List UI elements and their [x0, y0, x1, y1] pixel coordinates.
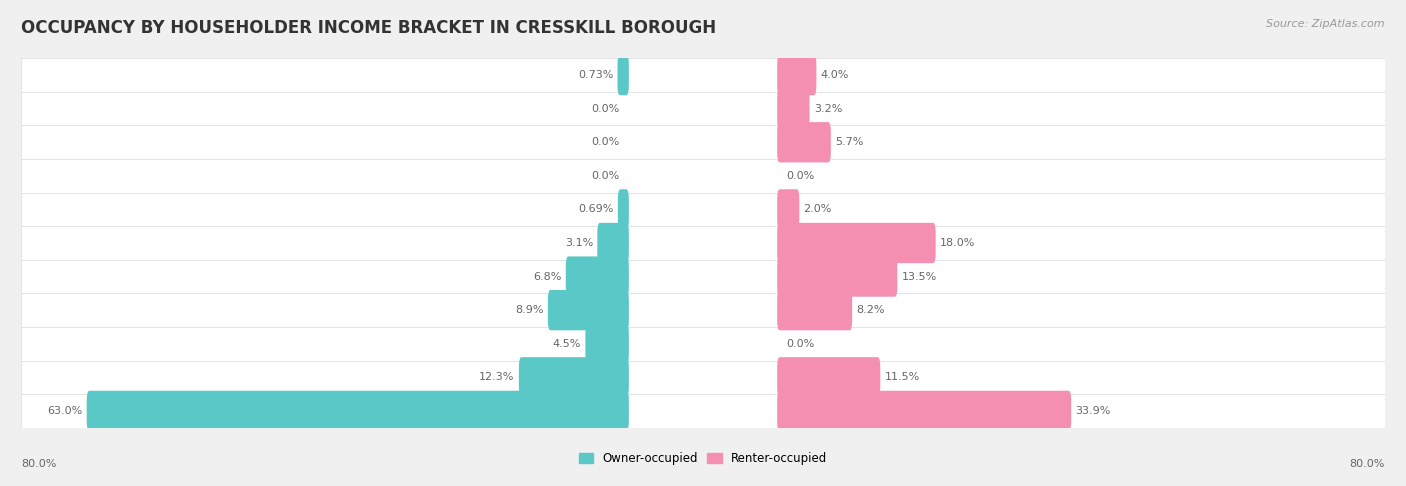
Text: 3.2%: 3.2% [814, 104, 842, 114]
FancyBboxPatch shape [565, 257, 628, 297]
Text: $10,000 to $14,999: $10,000 to $14,999 [655, 135, 751, 149]
Bar [21, 260, 1385, 294]
Text: 0.0%: 0.0% [591, 104, 620, 114]
Text: $50,000 to $74,999: $50,000 to $74,999 [655, 303, 751, 317]
FancyBboxPatch shape [778, 189, 800, 229]
FancyBboxPatch shape [548, 290, 628, 330]
Text: 0.73%: 0.73% [578, 70, 613, 80]
Text: 2.0%: 2.0% [804, 205, 832, 214]
Bar [21, 327, 1385, 361]
Text: $20,000 to $24,999: $20,000 to $24,999 [655, 203, 751, 216]
Text: Less than $5,000: Less than $5,000 [650, 70, 756, 80]
Text: 80.0%: 80.0% [21, 459, 56, 469]
FancyBboxPatch shape [617, 189, 628, 229]
Text: 11.5%: 11.5% [884, 372, 920, 382]
FancyBboxPatch shape [519, 357, 628, 398]
Text: 33.9%: 33.9% [1076, 406, 1111, 416]
Legend: Owner-occupied, Renter-occupied: Owner-occupied, Renter-occupied [574, 447, 832, 470]
FancyBboxPatch shape [778, 257, 897, 297]
FancyBboxPatch shape [778, 391, 1071, 431]
Bar [21, 92, 1385, 125]
FancyBboxPatch shape [778, 223, 936, 263]
Bar [21, 361, 1385, 394]
Text: 80.0%: 80.0% [1350, 459, 1385, 469]
Text: $5,000 to $9,999: $5,000 to $9,999 [662, 102, 744, 116]
Text: $75,000 to $99,999: $75,000 to $99,999 [655, 337, 751, 351]
Text: 8.9%: 8.9% [515, 305, 544, 315]
FancyBboxPatch shape [598, 223, 628, 263]
FancyBboxPatch shape [778, 122, 831, 162]
Bar [21, 159, 1385, 192]
FancyBboxPatch shape [778, 55, 817, 95]
FancyBboxPatch shape [778, 290, 852, 330]
Text: 0.0%: 0.0% [591, 137, 620, 147]
Text: 0.0%: 0.0% [786, 171, 815, 181]
Text: 13.5%: 13.5% [901, 272, 936, 281]
Text: $100,000 to $149,999: $100,000 to $149,999 [647, 370, 759, 384]
Bar [21, 125, 1385, 159]
FancyBboxPatch shape [778, 88, 810, 129]
Bar [21, 58, 1385, 92]
Text: 5.7%: 5.7% [835, 137, 863, 147]
FancyBboxPatch shape [617, 55, 628, 95]
Text: Source: ZipAtlas.com: Source: ZipAtlas.com [1267, 19, 1385, 30]
Text: 4.0%: 4.0% [821, 70, 849, 80]
Text: 12.3%: 12.3% [479, 372, 515, 382]
Text: 8.2%: 8.2% [856, 305, 884, 315]
Bar [21, 394, 1385, 428]
FancyBboxPatch shape [87, 391, 628, 431]
FancyBboxPatch shape [585, 324, 628, 364]
Text: 4.5%: 4.5% [553, 339, 581, 349]
Text: $35,000 to $49,999: $35,000 to $49,999 [655, 270, 751, 283]
FancyBboxPatch shape [778, 357, 880, 398]
Bar [21, 192, 1385, 226]
Bar [21, 294, 1385, 327]
Text: $150,000 or more: $150,000 or more [648, 406, 758, 416]
Text: 0.69%: 0.69% [578, 205, 613, 214]
Text: OCCUPANCY BY HOUSEHOLDER INCOME BRACKET IN CRESSKILL BOROUGH: OCCUPANCY BY HOUSEHOLDER INCOME BRACKET … [21, 19, 716, 37]
Text: 0.0%: 0.0% [591, 171, 620, 181]
Text: $15,000 to $19,999: $15,000 to $19,999 [655, 169, 751, 183]
Text: 18.0%: 18.0% [941, 238, 976, 248]
Text: 6.8%: 6.8% [533, 272, 561, 281]
Text: 63.0%: 63.0% [48, 406, 83, 416]
Text: 0.0%: 0.0% [786, 339, 815, 349]
Bar [21, 226, 1385, 260]
Text: 3.1%: 3.1% [565, 238, 593, 248]
Text: $25,000 to $34,999: $25,000 to $34,999 [655, 236, 751, 250]
